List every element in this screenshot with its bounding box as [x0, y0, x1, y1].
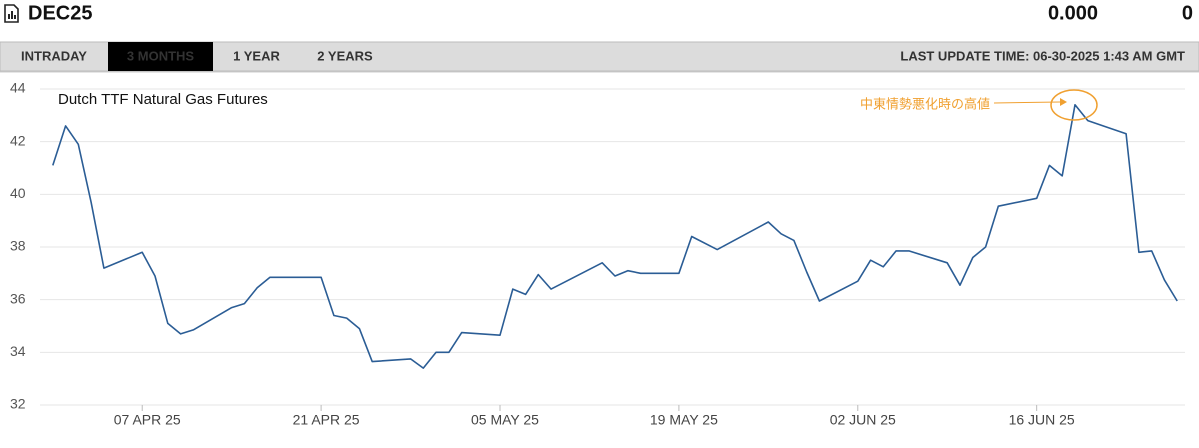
y-tick-label: 44: [10, 80, 26, 96]
annotation: 中東情勢悪化時の高値: [860, 96, 990, 111]
y-tick-label: 34: [10, 343, 26, 359]
x-tick-label: 19 MAY 25: [650, 412, 718, 428]
y-tick-label: 40: [10, 185, 26, 201]
chart-title: Dutch TTF Natural Gas Futures: [58, 91, 268, 108]
x-tick-label: 07 APR 25: [114, 412, 181, 428]
last-update: LAST UPDATE TIME: 06-30-2025 1:43 AM GMT: [900, 48, 1185, 63]
x-tick-label: 16 JUN 25: [1009, 412, 1075, 428]
symbol: DEC25: [28, 2, 92, 24]
y-tick-label: 32: [10, 396, 26, 412]
tab-button[interactable]: [108, 42, 213, 71]
annotation-arrowhead: [1060, 98, 1067, 106]
annotation-circle: [1050, 89, 1098, 121]
tab-label[interactable]: 2 YEARS: [317, 48, 373, 63]
x-tick-label: 02 JUN 25: [830, 412, 896, 428]
x-tick-label: 21 APR 25: [293, 412, 360, 428]
y-tick-label: 36: [10, 290, 26, 306]
change: 0: [1182, 2, 1193, 24]
chart-icon: [4, 4, 19, 23]
x-tick-label: 05 MAY 25: [471, 412, 539, 428]
tab-label[interactable]: 3 MONTHS: [127, 48, 195, 63]
tab-label[interactable]: 1 YEAR: [233, 48, 280, 63]
price: 0.000: [1048, 2, 1098, 24]
annotation-arrow: [993, 101, 1061, 104]
y-tick-label: 38: [10, 238, 26, 254]
y-tick-label: 42: [10, 132, 26, 148]
price-line: [52, 104, 1178, 369]
tab-label[interactable]: INTRADAY: [21, 48, 87, 63]
